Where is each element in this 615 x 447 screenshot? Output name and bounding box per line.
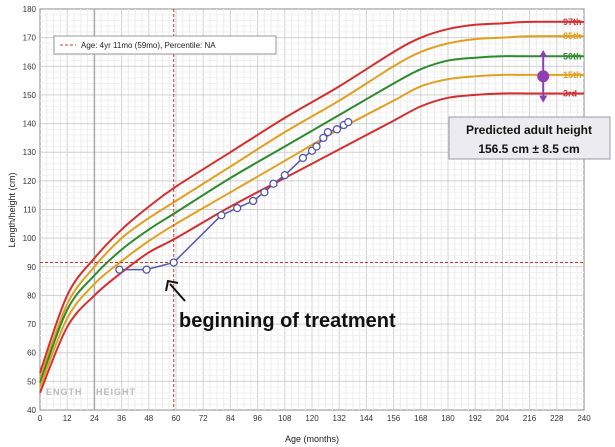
y-tick-label: 80: [27, 291, 36, 300]
y-tick-labels: 40 50 60 70 80 90 100 110 120 130 140 150 160 170 180: [23, 5, 37, 415]
x-tick-label: 180: [441, 414, 455, 423]
x-tick-label: 36: [117, 414, 126, 423]
data-point: [260, 188, 269, 197]
prediction-marker: [537, 49, 550, 103]
x-tick-label: 228: [550, 414, 564, 423]
percentile-curve-50th: [39, 55, 584, 384]
annotation-arrowhead: [165, 279, 179, 292]
x-tick-label: 12: [63, 414, 72, 423]
data-point: [269, 179, 278, 188]
y-tick-label: 120: [23, 177, 37, 186]
data-point: [298, 153, 308, 163]
x-tick-label: 72: [199, 414, 208, 423]
x-tick-labels: 0 12 24 36 48 60 72 84 96 108 120 132 144 156 168 180 19…: [38, 414, 591, 423]
prediction-arrow-down: [539, 95, 548, 103]
x-tick-label: 192: [469, 414, 483, 423]
x-tick-label: 132: [333, 414, 347, 423]
x-tick-label: 120: [305, 414, 319, 423]
x-axis-title: Age (months): [285, 434, 339, 444]
prediction-arrow-up: [539, 49, 548, 57]
y-axis-title: Length/height (cm): [7, 172, 17, 247]
legend-frame: [53, 35, 277, 55]
x-tick-label: 96: [253, 414, 262, 423]
prediction-line2: 156.5 cm ± 8.5 cm: [478, 142, 579, 156]
data-point: [280, 170, 289, 180]
data-point: [115, 265, 124, 274]
x-tick-label: 24: [90, 414, 99, 423]
y-tick-label: 40: [27, 406, 36, 415]
x-tick-label: 60: [172, 414, 181, 423]
data-point: [323, 128, 333, 137]
x-tick-label: 240: [577, 414, 591, 423]
data-point: [344, 117, 353, 127]
y-tick-label: 160: [23, 62, 37, 71]
percentile-label-15th: 15th: [563, 70, 582, 80]
y-tick-label: 70: [27, 320, 36, 329]
x-tick-label: 204: [496, 414, 510, 423]
prediction-point: [537, 70, 550, 83]
prediction-box-frame: [448, 116, 611, 160]
y-tick-label: 140: [23, 120, 37, 129]
y-tick-label: 180: [23, 5, 37, 14]
data-point: [248, 196, 258, 206]
percentile-label-3rd: 3rd: [563, 88, 577, 98]
y-tick-label: 100: [23, 234, 37, 243]
x-tick-label: 48: [144, 414, 153, 423]
percentile-label-85th: 85th: [563, 31, 582, 41]
percentile-curve-3rd: [39, 92, 585, 394]
patient-series: [115, 117, 353, 274]
data-point: [142, 265, 151, 274]
cursor-lines: [40, 9, 584, 410]
percentile-curve-85th: [39, 35, 585, 379]
y-tick-label: 110: [23, 206, 36, 215]
data-point: [233, 203, 242, 213]
prediction-line1: Predicted adult height: [466, 123, 592, 137]
x-tick-label: 144: [360, 414, 374, 423]
percentile-label-97th: 97th: [563, 17, 582, 27]
x-tick-label: 216: [523, 414, 537, 423]
annotation-text: beginning of treatment: [179, 310, 396, 332]
percentile-curve-97th: [39, 20, 585, 374]
grid: [40, 9, 584, 410]
x-tick-label: 0: [38, 414, 43, 423]
data-point: [332, 125, 342, 134]
legend-box: Age: 4yr 11mo (59mo), Percentile: NA: [53, 35, 277, 55]
x-tick-label: 156: [387, 414, 401, 423]
y-tick-label: 90: [27, 263, 36, 272]
legend-text: Age: 4yr 11mo (59mo), Percentile: NA: [81, 41, 216, 50]
phase-label-length: ENGTH: [46, 387, 83, 397]
x-tick-label: 168: [414, 414, 428, 423]
percentile-curve-15th: [39, 73, 584, 388]
x-tick-label: 108: [278, 414, 292, 423]
data-point: [312, 142, 321, 151]
y-tick-label: 130: [23, 148, 37, 157]
y-tick-label: 170: [23, 34, 37, 43]
y-tick-label: 60: [27, 349, 36, 358]
annotation-arrow: [169, 283, 186, 302]
percentile-label-50th: 50th: [563, 51, 582, 61]
treatment-annotation: beginning of treatment: [165, 279, 396, 332]
data-point: [319, 133, 328, 143]
phase-label-height: HEIGHT: [96, 387, 136, 397]
prediction-box: Predicted adult height 156.5 cm ± 8.5 cm: [448, 116, 611, 160]
data-point: [217, 211, 226, 220]
percentile-curves: 97th 85th 50th 15th 3rd: [39, 17, 585, 394]
data-point: [169, 258, 178, 267]
x-tick-label: 84: [226, 414, 235, 423]
y-tick-label: 50: [27, 377, 36, 386]
y-tick-label: 150: [23, 91, 37, 100]
